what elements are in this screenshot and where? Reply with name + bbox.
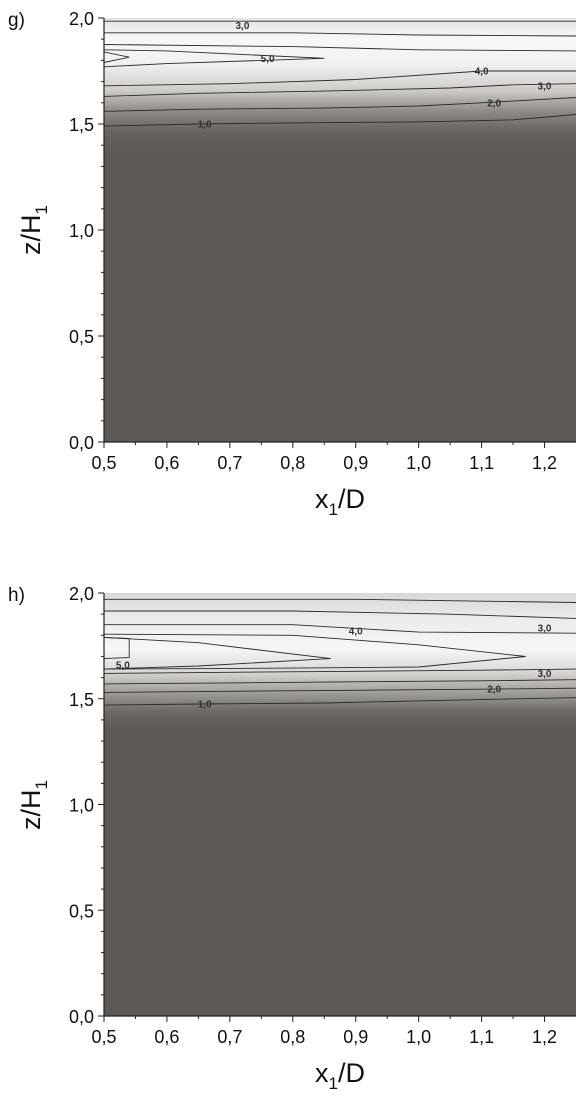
y-tick-label-h-4: 2,0 [69, 584, 94, 604]
x-tick-label-h-5: 1,0 [406, 1027, 431, 1047]
contour-label-h-0: 1,0 [198, 700, 212, 711]
y-tick-label-h-1: 0,5 [69, 901, 94, 921]
panel-label-h: h) [8, 585, 25, 606]
y-axis-title-main-g: z/H [16, 214, 46, 255]
contour-line-g-7 [104, 32, 577, 37]
contour-line-h-4 [103, 636, 331, 670]
x-tick-label-g-5: 1,0 [406, 453, 431, 473]
panel-label-g: g) [8, 10, 25, 31]
panel-h: 1,0 2,0 3,0 5,0 4,0 3,0 0,5 0,6 0,7 0,8 0,9 1,0 1,1… [8, 584, 577, 1093]
y-tick-label-h-3: 1,5 [69, 690, 94, 710]
x-tick-label-h-3: 0,8 [280, 1027, 305, 1047]
x-axis-title-sub-h: 1 [329, 1074, 338, 1093]
contour-label-g-3: 4,0 [475, 67, 489, 78]
x-tick-label-h-2: 0,7 [217, 1027, 242, 1047]
x-axis-title-main-g: x [315, 484, 329, 514]
contour-line-h-5 [103, 636, 130, 660]
x-ticks-g: 0,5 0,6 0,7 0,8 0,9 1,0 1,1 1,2 [91, 442, 557, 473]
contour-line-h-1 [103, 687, 577, 693]
x-tick-label-g-7: 1,2 [532, 453, 557, 473]
contour-line-h-8 [104, 610, 577, 619]
y-ticks-h: 0,0 0,5 1,0 1,5 2,0 [69, 584, 104, 1027]
x-tick-label-g-3: 0,8 [280, 453, 305, 473]
x-tick-label-h-6: 1,1 [469, 1027, 494, 1047]
contours-g [103, 20, 577, 127]
contour-line-g-3 [103, 70, 576, 87]
x-tick-label-h-0: 0,5 [91, 1027, 116, 1047]
contour-line-g-0 [103, 114, 577, 127]
contour-label-h-2: 3,0 [538, 669, 552, 680]
y-tick-label-g-2: 1,0 [69, 221, 94, 241]
contour-line-g-4 [103, 49, 325, 68]
x-tick-label-h-7: 1,2 [532, 1027, 557, 1047]
contour-labels-h: 1,0 2,0 3,0 5,0 4,0 3,0 [116, 623, 552, 710]
contour-label-h-1: 2,0 [487, 685, 501, 696]
y-axis-title-sub-g: 1 [32, 205, 51, 214]
x-axis-title-rest-h: /D [338, 1058, 365, 1088]
contour-line-h-0 [103, 697, 577, 706]
contour-label-g-5: 3,0 [236, 21, 250, 32]
y-tick-label-h-0: 0,0 [69, 1007, 94, 1027]
contour-line-h-2 [103, 679, 577, 685]
x-axis-title-h: x1/D [315, 1058, 365, 1093]
y-tick-label-h-2: 1,0 [69, 796, 94, 816]
y-tick-label-g-1: 0,5 [69, 327, 94, 347]
contour-line-h-9 [104, 598, 577, 603]
contour-line-g-2 [103, 83, 577, 97]
contour-labels-g: 1,0 2,0 3,0 4,0 5,0 3,0 [198, 21, 552, 131]
x-tick-label-g-2: 0,7 [217, 453, 242, 473]
x-axis-title-rest-g: /D [338, 484, 365, 514]
contour-label-h-3: 5,0 [116, 660, 130, 671]
x-axis-title-g: x1/D [315, 484, 365, 519]
contour-line-g-5 [103, 51, 130, 63]
contour-label-g-0: 1,0 [198, 120, 212, 131]
x-axis-title-main-h: x [315, 1058, 329, 1088]
contour-line-g-6 [103, 44, 577, 52]
contour-label-g-1: 2,0 [487, 98, 501, 109]
x-ticks-h: 0,5 0,6 0,7 0,8 0,9 1,0 1,1 1,2 [91, 1016, 557, 1047]
contour-line-h-6 [103, 633, 526, 670]
x-tick-label-h-4: 0,9 [343, 1027, 368, 1047]
contour-line-g-1 [103, 97, 577, 112]
x-tick-label-g-6: 1,1 [469, 453, 494, 473]
y-axis-title-h: z/H1 [16, 780, 51, 830]
y-tick-label-g-0: 0,0 [69, 433, 94, 453]
contour-line-h-7 [104, 624, 577, 634]
y-axis-title-sub-h: 1 [32, 780, 51, 789]
x-tick-label-h-1: 0,6 [154, 1027, 179, 1047]
y-ticks-g: 0,0 0,5 1,0 1,5 2,0 [69, 9, 104, 453]
contour-label-h-5: 3,0 [538, 623, 552, 634]
y-axis-title-main-h: z/H [16, 789, 46, 830]
heatmap-field-g [104, 18, 576, 442]
contours-h [103, 598, 577, 706]
x-tick-label-g-0: 0,5 [91, 453, 116, 473]
x-tick-label-g-1: 0,6 [154, 453, 179, 473]
y-axis-title-g: z/H1 [16, 205, 51, 255]
contour-line-h-3 [103, 668, 577, 674]
heatmap-field-h [104, 593, 576, 1016]
x-axis-title-sub-g: 1 [329, 500, 338, 519]
panel-g: 1,0 2,0 3,0 4,0 5,0 3,0 0,5 0,6 0,7 0,8 0,9 1,0 1,1… [8, 9, 577, 519]
y-tick-label-g-3: 1,5 [69, 115, 94, 135]
y-tick-label-g-4: 2,0 [69, 9, 94, 29]
contour-label-g-4: 5,0 [261, 54, 275, 65]
contour-label-h-4: 4,0 [349, 627, 363, 638]
contour-label-g-2: 3,0 [538, 81, 552, 92]
x-tick-label-g-4: 0,9 [343, 453, 368, 473]
